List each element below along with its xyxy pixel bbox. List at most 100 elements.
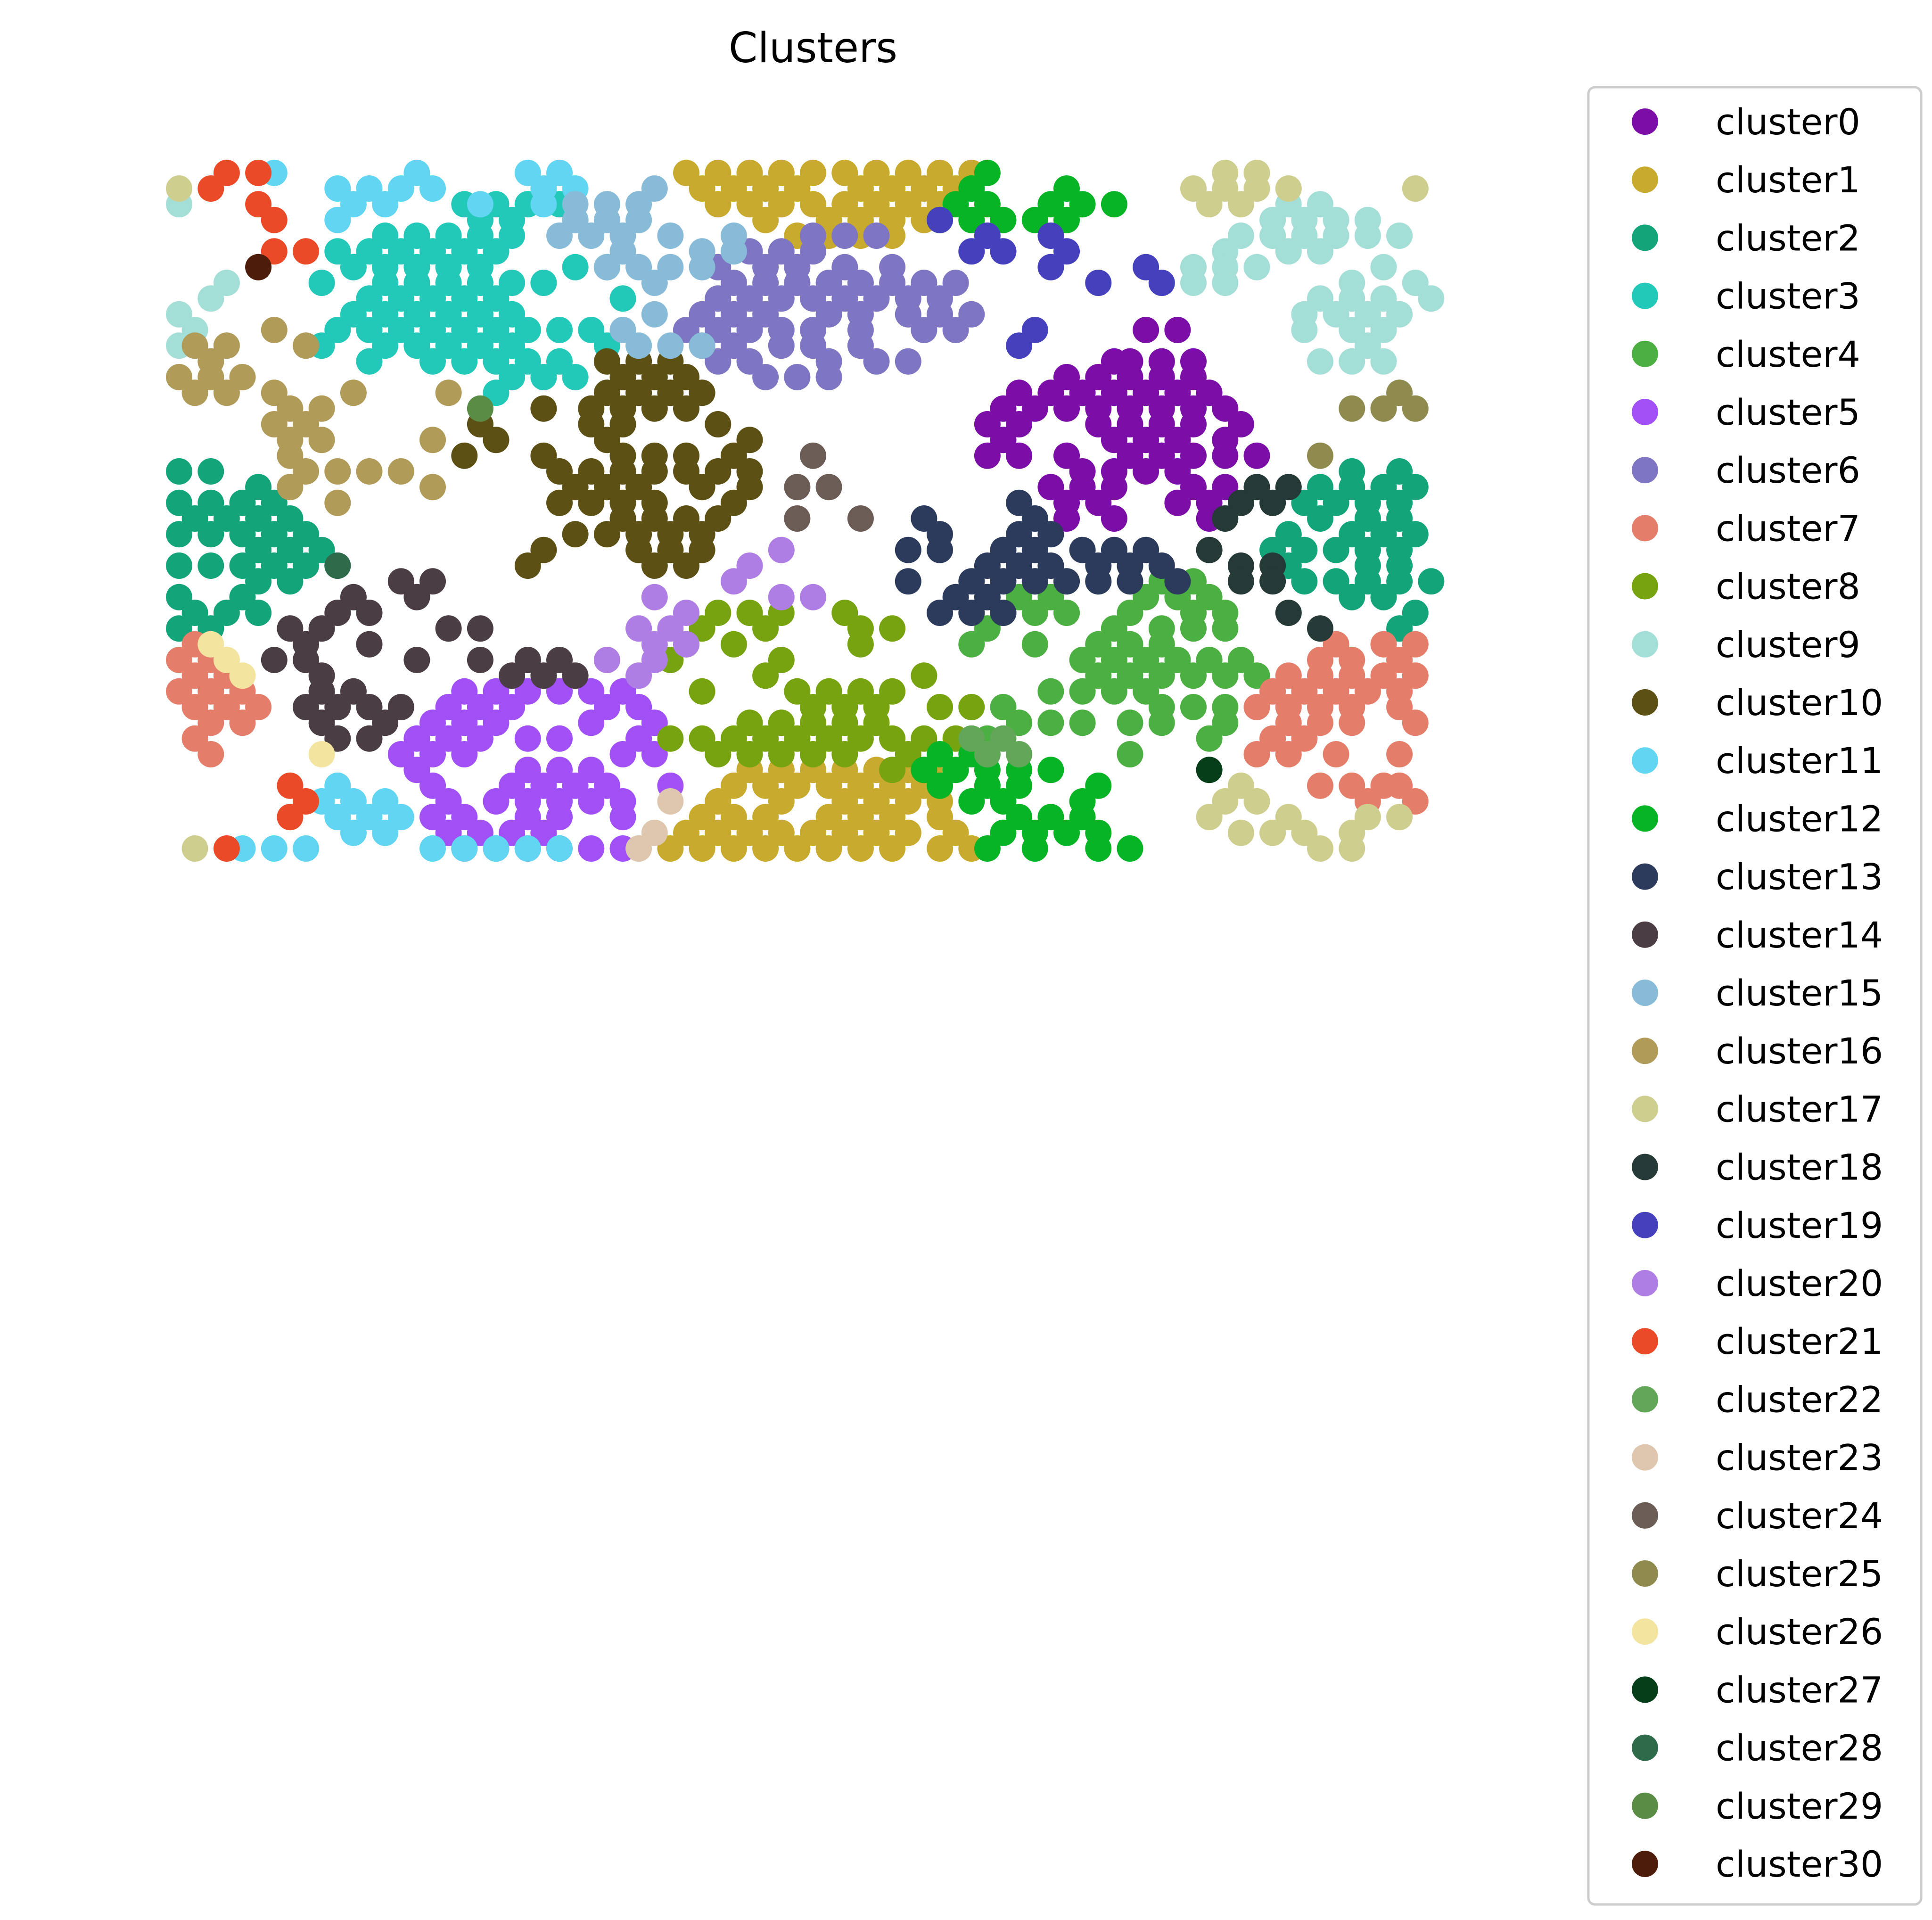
cluster5-point-14 (578, 709, 605, 736)
legend-label-cluster12: cluster12 (1716, 798, 1883, 840)
legend-marker-cluster3 (1632, 282, 1658, 309)
legend-label-cluster13: cluster13 (1716, 856, 1883, 898)
legend-box (1587, 86, 1923, 1906)
cluster15-point-19 (641, 270, 668, 296)
cluster13-point-6 (895, 536, 921, 563)
legend-marker-cluster9 (1632, 631, 1658, 658)
cluster1-point-77 (847, 835, 874, 862)
cluster9-point-14 (1275, 238, 1302, 265)
cluster16-point-12 (435, 379, 462, 406)
legend-label-cluster20: cluster20 (1716, 1262, 1883, 1304)
cluster11-point-29 (483, 835, 510, 862)
cluster17-point-17 (1386, 804, 1413, 831)
scatter-points (166, 159, 1445, 862)
cluster3-point-23 (562, 254, 589, 280)
cluster2-point-59 (1291, 568, 1318, 595)
cluster25-point-4 (1307, 442, 1333, 469)
cluster20-point-13 (625, 662, 652, 689)
cluster17-point-0 (166, 175, 192, 202)
cluster13-point-23 (1053, 568, 1080, 595)
cluster1-point-78 (879, 835, 906, 862)
cluster23-point-0 (657, 788, 684, 815)
cluster5-point-47 (609, 804, 636, 831)
cluster3-point-18 (340, 254, 367, 280)
cluster20-point-5 (800, 584, 826, 610)
legend-marker-cluster22 (1632, 1386, 1658, 1413)
cluster8-point-14 (911, 662, 937, 689)
cluster10-point-59 (641, 552, 668, 579)
cluster29-point-0 (467, 395, 493, 422)
cluster6-point-52 (895, 348, 921, 375)
cluster13-point-19 (895, 568, 921, 595)
legend-label-cluster26: cluster26 (1716, 1611, 1883, 1653)
cluster12-point-37 (1117, 835, 1143, 862)
cluster21-point-2 (197, 175, 224, 202)
cluster17-point-22 (1307, 835, 1333, 862)
cluster8-point-7 (879, 615, 906, 642)
cluster16-point-9 (213, 379, 240, 406)
cluster8-point-24 (927, 694, 953, 720)
cluster18-point-5 (1196, 536, 1223, 563)
legend-marker-cluster21 (1632, 1328, 1658, 1355)
cluster4-point-51 (1148, 709, 1175, 736)
cluster11-point-11 (372, 191, 399, 218)
legend-label-cluster15: cluster15 (1716, 972, 1883, 1014)
legend-label-cluster25: cluster25 (1716, 1553, 1883, 1595)
cluster26-point-2 (229, 662, 256, 689)
cluster14-point-31 (356, 725, 383, 752)
cluster16-point-21 (324, 458, 351, 485)
cluster11-point-14 (324, 206, 351, 233)
cluster6-point-1 (831, 222, 858, 249)
cluster2-point-65 (1370, 584, 1397, 610)
cluster21-point-6 (293, 238, 319, 265)
cluster12-point-20 (927, 772, 953, 799)
legend-label-cluster29: cluster29 (1716, 1785, 1883, 1827)
cluster7-point-12 (229, 709, 256, 736)
cluster9-point-18 (1243, 254, 1270, 280)
cluster2-point-19 (166, 552, 192, 579)
cluster17-point-23 (1339, 835, 1365, 862)
legend-label-cluster7: cluster7 (1716, 507, 1860, 549)
cluster4-point-21 (1212, 615, 1239, 642)
cluster10-point-13 (641, 395, 668, 422)
legend-marker-cluster13 (1632, 863, 1658, 890)
cluster9-point-37 (1291, 317, 1318, 343)
cluster6-point-42 (942, 317, 969, 343)
cluster15-point-10 (657, 222, 684, 249)
legend-label-cluster16: cluster16 (1716, 1030, 1883, 1072)
cluster5-point-56 (578, 835, 605, 862)
cluster12-point-7 (1101, 191, 1127, 218)
cluster5-point-38 (483, 788, 510, 815)
cluster10-point-60 (673, 552, 699, 579)
cluster24-point-3 (784, 505, 811, 532)
cluster18-point-4 (1212, 505, 1239, 532)
cluster11-point-13 (530, 191, 557, 218)
cluster12-point-36 (1085, 835, 1112, 862)
cluster13-point-24 (1085, 568, 1112, 595)
legend-label-cluster10: cluster10 (1716, 682, 1883, 724)
cluster13-point-22 (1021, 568, 1048, 595)
cluster15-point-24 (689, 332, 715, 359)
cluster10-point-38 (689, 474, 715, 501)
cluster11-point-31 (546, 835, 573, 862)
cluster16-point-27 (324, 489, 351, 516)
cluster9-point-15 (1307, 238, 1333, 265)
cluster7-point-42 (1243, 741, 1270, 767)
cluster1-point-75 (784, 835, 811, 862)
cluster14-point-20 (530, 662, 557, 689)
legend-label-cluster23: cluster23 (1716, 1437, 1883, 1479)
cluster4-point-48 (1037, 709, 1064, 736)
cluster7-point-44 (1323, 741, 1349, 767)
cluster19-point-8 (1085, 270, 1112, 296)
cluster5-point-20 (546, 725, 573, 752)
cluster2-point-31 (245, 600, 272, 626)
cluster8-point-46 (879, 757, 906, 783)
cluster12-point-19 (1037, 757, 1064, 783)
cluster5-point-19 (514, 725, 541, 752)
cluster8-point-30 (657, 725, 684, 752)
cluster4-point-40 (1069, 678, 1096, 705)
cluster0-point-38 (974, 442, 1001, 469)
cluster8-point-40 (705, 741, 732, 767)
cluster16-point-22 (356, 458, 383, 485)
cluster14-point-12 (261, 647, 288, 673)
